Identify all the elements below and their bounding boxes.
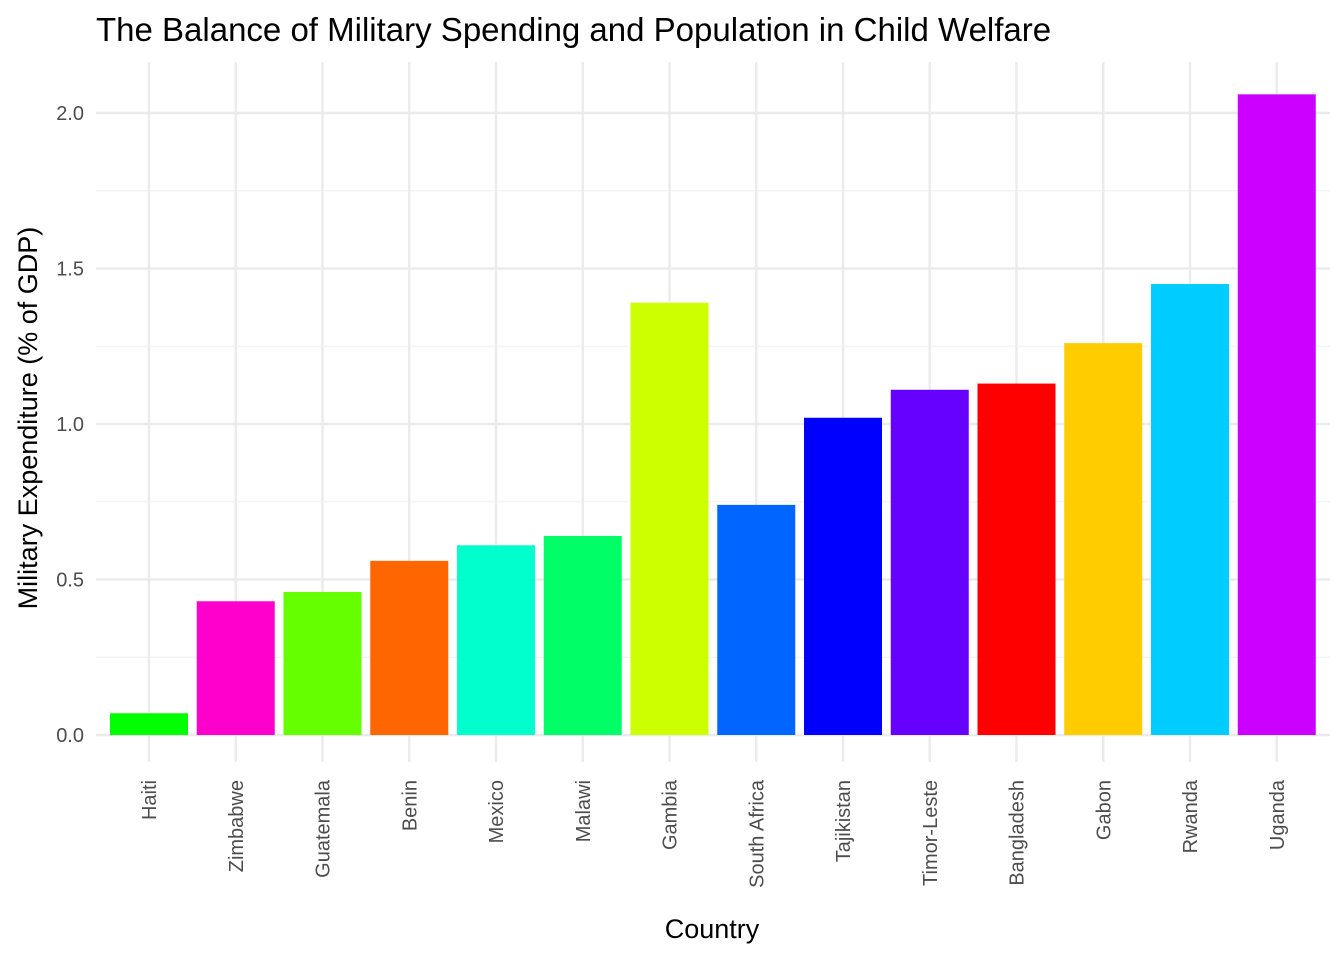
- bar-uganda: [1237, 94, 1316, 736]
- y-tick-label: 1.0: [56, 414, 84, 436]
- x-tick-label: Haiti: [139, 780, 161, 820]
- bar-rwanda: [1151, 284, 1229, 735]
- bar-south-africa: [717, 504, 796, 735]
- x-tick-label: Gambia: [660, 779, 682, 850]
- y-tick-label: 0.5: [56, 570, 84, 592]
- x-tick-label: Uganda: [1267, 779, 1289, 850]
- bar-timor-leste: [890, 389, 969, 735]
- bars: [110, 94, 1316, 736]
- bar-guatemala: [283, 591, 362, 735]
- x-axis-ticks: Haiti Zimbabwe Guatemala Benin Mexico Malawi G…: [139, 779, 1289, 888]
- y-tick-label: 2.0: [56, 103, 84, 125]
- y-tick-label: 0.0: [56, 725, 84, 747]
- x-tick-label: Timor-Leste: [920, 780, 942, 886]
- bar-malawi: [543, 535, 622, 735]
- bar-tajikistan: [804, 417, 882, 735]
- x-tick-label: Gabon: [1093, 780, 1115, 840]
- x-tick-label: Mexico: [486, 780, 508, 843]
- x-axis-title: Country: [665, 914, 760, 944]
- y-tick-label: 1.5: [56, 259, 84, 281]
- bar-zimbabwe: [196, 601, 275, 735]
- y-axis-ticks: 0.0 0.5 1.0 1.5 2.0: [56, 103, 84, 747]
- x-tick-label: Rwanda: [1180, 779, 1202, 853]
- x-tick-label: Zimbabwe: [226, 780, 248, 872]
- grid: [96, 62, 1330, 762]
- chart-title: The Balance of Military Spending and Pop…: [96, 11, 1051, 48]
- bar-gabon: [1064, 343, 1143, 735]
- x-tick-label: Benin: [399, 780, 421, 831]
- bar-haiti: [110, 713, 188, 735]
- y-axis-title: Military Expenditure (% of GDP): [13, 227, 43, 610]
- x-tick-label: South Africa: [746, 779, 768, 888]
- bar-mexico: [457, 545, 535, 735]
- x-tick-label: Tajikistan: [833, 780, 855, 862]
- x-tick-label: Malawi: [573, 780, 595, 842]
- x-tick-label: Bangladesh: [1007, 780, 1029, 886]
- x-tick-label: Guatemala: [313, 779, 335, 878]
- bar-gambia: [630, 302, 709, 735]
- bar-benin: [370, 560, 449, 735]
- bar-bangladesh: [977, 383, 1056, 735]
